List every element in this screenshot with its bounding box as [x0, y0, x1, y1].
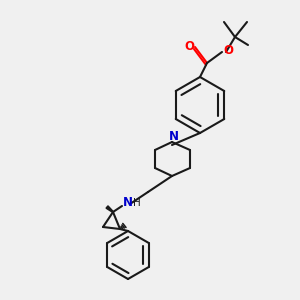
Text: O: O	[223, 44, 233, 58]
Text: N: N	[123, 196, 133, 208]
Text: H: H	[133, 198, 141, 208]
Text: N: N	[169, 130, 179, 143]
Polygon shape	[106, 206, 113, 212]
Text: O: O	[184, 40, 194, 52]
